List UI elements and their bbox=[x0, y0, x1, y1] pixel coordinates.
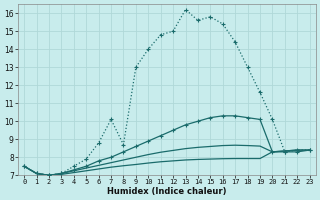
X-axis label: Humidex (Indice chaleur): Humidex (Indice chaleur) bbox=[107, 187, 227, 196]
